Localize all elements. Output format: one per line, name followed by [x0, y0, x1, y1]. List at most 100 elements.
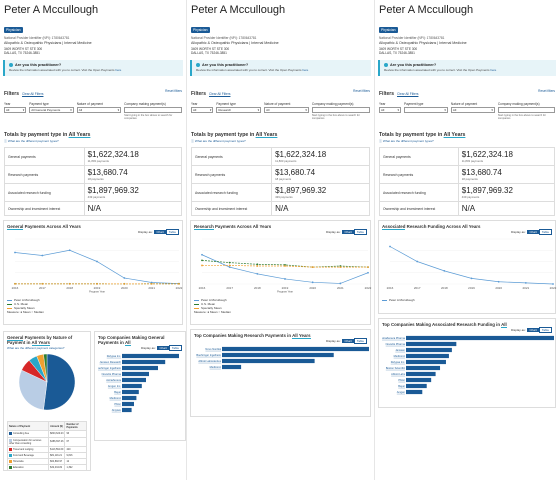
data-point[interactable]: [201, 254, 203, 257]
company-input[interactable]: [497, 107, 555, 114]
display-table-button[interactable]: Table: [165, 229, 179, 236]
display-chart-button[interactable]: Chart: [527, 230, 539, 235]
col-header-count[interactable]: Number of Payments: [64, 421, 87, 432]
legend-item[interactable]: Specialty Mean: [194, 306, 367, 310]
data-point[interactable]: [367, 266, 369, 269]
year-select[interactable]: All ▾: [4, 107, 27, 114]
bar[interactable]: [122, 360, 166, 365]
payment-types-link[interactable]: ⓘ What are the different payment types?: [187, 138, 374, 144]
data-point[interactable]: [228, 266, 231, 269]
bar-category-label[interactable]: Medtronic: [110, 396, 122, 400]
data-point[interactable]: [339, 266, 342, 269]
data-point[interactable]: [150, 283, 153, 286]
bar-category-label[interactable]: AstraZeneca: [106, 378, 121, 382]
data-point[interactable]: [68, 283, 71, 286]
bar-category-label[interactable]: Boston Scientific: [386, 366, 406, 370]
display-table-button[interactable]: Table: [353, 229, 367, 236]
data-point[interactable]: [201, 264, 203, 267]
bar-category-label[interactable]: Boehringer Ingelheim: [196, 353, 221, 357]
data-point[interactable]: [443, 270, 446, 273]
bar[interactable]: [406, 348, 452, 353]
data-point[interactable]: [416, 261, 419, 263]
data-point[interactable]: [41, 255, 44, 257]
pie-slice[interactable]: [18, 370, 48, 411]
data-point[interactable]: [228, 262, 231, 264]
data-point[interactable]: [150, 282, 153, 284]
display-table-button[interactable]: Table: [538, 229, 552, 236]
bar-category-label[interactable]: Bayer: [114, 390, 121, 394]
bar[interactable]: [406, 390, 423, 395]
bar[interactable]: [222, 347, 369, 352]
bar-category-label[interactable]: Amgen: [397, 390, 406, 394]
reset-filters-link[interactable]: Reset filters: [538, 89, 555, 94]
data-point[interactable]: [41, 283, 44, 286]
display-table-button[interactable]: Table: [538, 327, 552, 334]
reset-filters-link[interactable]: Reset filters: [165, 89, 182, 94]
bar[interactable]: [222, 359, 315, 364]
bar[interactable]: [222, 365, 242, 370]
display-chart-button[interactable]: Chart: [157, 346, 169, 351]
col-header-amount[interactable]: Amount ($): [48, 421, 66, 432]
nature-select[interactable]: All ▾: [450, 107, 495, 114]
pie-slice[interactable]: [43, 354, 48, 383]
bar-category-label[interactable]: Medtronic: [394, 354, 406, 358]
legend-item[interactable]: U.S. Mean: [7, 302, 179, 306]
payment-types-link[interactable]: ⓘ What are the different payment types?: [375, 138, 559, 144]
measure-option-mean[interactable]: ● Mean: [20, 310, 31, 315]
data-point[interactable]: [123, 283, 126, 286]
legend-item[interactable]: U.S. Mean: [194, 302, 367, 306]
bar[interactable]: [406, 378, 432, 383]
bar[interactable]: [122, 366, 158, 371]
data-point[interactable]: [367, 272, 369, 275]
bar[interactable]: [122, 372, 149, 377]
info-link[interactable]: here: [490, 68, 497, 73]
measure-option-median[interactable]: ○ Median: [218, 310, 231, 315]
nature-select[interactable]: All ▾: [76, 107, 122, 114]
legend-item[interactable]: Peter A Mccullough: [382, 298, 552, 302]
display-chart-button[interactable]: Chart: [342, 339, 354, 344]
bar[interactable]: [222, 353, 334, 358]
col-header-nature[interactable]: Nature of Payment: [6, 421, 50, 432]
payment-categories-link[interactable]: What are the different payment categorie…: [7, 346, 65, 351]
legend-item[interactable]: Peter A Mccullough: [194, 298, 367, 302]
bar[interactable]: [406, 342, 457, 347]
data-point[interactable]: [497, 281, 500, 284]
year-select[interactable]: All ▾: [379, 107, 401, 114]
bar[interactable]: [122, 396, 137, 401]
data-point[interactable]: [178, 283, 180, 286]
company-input[interactable]: [124, 107, 182, 114]
bar-category-label[interactable]: Boehringer Ingelheim: [96, 366, 121, 370]
data-point[interactable]: [552, 283, 554, 286]
data-point[interactable]: [470, 277, 473, 280]
data-point[interactable]: [311, 281, 314, 284]
display-chart-button[interactable]: Chart: [154, 230, 166, 235]
data-point[interactable]: [123, 277, 126, 280]
payment-type-select[interactable]: All General Payments ▾: [29, 107, 74, 114]
data-point[interactable]: [14, 252, 16, 254]
legend-item[interactable]: Peter A Mccullough: [7, 298, 179, 302]
bar[interactable]: [406, 372, 436, 377]
bar-category-label[interactable]: Novartis Pharma: [102, 372, 122, 376]
bar[interactable]: [406, 336, 554, 341]
data-point[interactable]: [256, 273, 259, 276]
bar[interactable]: [406, 354, 449, 359]
clear-filters-link[interactable]: Clear All Filters: [397, 92, 419, 97]
bar-category-label[interactable]: Relypsa Inc.: [391, 360, 406, 364]
data-point[interactable]: [68, 249, 71, 252]
bar-category-label[interactable]: Novo Nordisk: [205, 347, 221, 351]
bar[interactable]: [406, 360, 446, 365]
bar[interactable]: [122, 408, 132, 413]
pie-slice[interactable]: [43, 354, 76, 411]
data-point[interactable]: [96, 283, 98, 286]
display-table-button[interactable]: Table: [168, 345, 182, 352]
info-link[interactable]: here: [302, 68, 309, 73]
clear-filters-link[interactable]: Clear All Filters: [209, 92, 231, 97]
reset-filters-link[interactable]: Reset filters: [353, 89, 370, 94]
bar-category-label[interactable]: Abbott Laboratories: [198, 359, 221, 363]
bar-category-label[interactable]: AstraZeneca Pharma: [380, 336, 406, 340]
payment-types-link[interactable]: ⓘ What are the different payment types?: [0, 138, 186, 144]
data-point[interactable]: [389, 246, 391, 248]
bar-category-label[interactable]: Bayer: [398, 384, 405, 388]
measure-option-mean[interactable]: ● Mean: [207, 310, 218, 315]
display-table-button[interactable]: Table: [353, 338, 367, 345]
